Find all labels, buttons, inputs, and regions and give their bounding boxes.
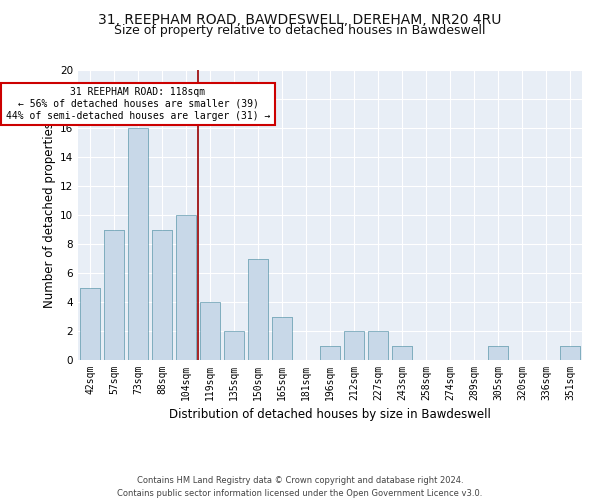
Bar bbox=[392, 346, 412, 360]
Bar bbox=[80, 288, 100, 360]
Bar bbox=[128, 128, 148, 360]
Bar bbox=[320, 346, 340, 360]
Bar bbox=[200, 302, 220, 360]
X-axis label: Distribution of detached houses by size in Bawdeswell: Distribution of detached houses by size … bbox=[169, 408, 491, 422]
Bar bbox=[368, 331, 388, 360]
Bar bbox=[200, 302, 220, 360]
Bar bbox=[560, 346, 580, 360]
Bar bbox=[344, 331, 364, 360]
Bar bbox=[248, 258, 268, 360]
Bar bbox=[152, 230, 172, 360]
Bar bbox=[392, 346, 412, 360]
Bar bbox=[272, 316, 292, 360]
Bar bbox=[272, 316, 292, 360]
Bar bbox=[488, 346, 508, 360]
Bar bbox=[488, 346, 508, 360]
Bar bbox=[344, 331, 364, 360]
Bar bbox=[104, 230, 124, 360]
Y-axis label: Number of detached properties: Number of detached properties bbox=[43, 122, 56, 308]
Bar bbox=[176, 215, 196, 360]
Bar bbox=[368, 331, 388, 360]
Bar bbox=[128, 128, 148, 360]
Bar bbox=[80, 288, 100, 360]
Bar bbox=[176, 215, 196, 360]
Bar bbox=[560, 346, 580, 360]
Bar bbox=[224, 331, 244, 360]
Bar bbox=[104, 230, 124, 360]
Bar bbox=[248, 258, 268, 360]
Text: 31 REEPHAM ROAD: 118sqm
← 56% of detached houses are smaller (39)
44% of semi-de: 31 REEPHAM ROAD: 118sqm ← 56% of detache… bbox=[6, 88, 270, 120]
Bar bbox=[152, 230, 172, 360]
Text: 31, REEPHAM ROAD, BAWDESWELL, DEREHAM, NR20 4RU: 31, REEPHAM ROAD, BAWDESWELL, DEREHAM, N… bbox=[98, 12, 502, 26]
Bar bbox=[320, 346, 340, 360]
Bar bbox=[224, 331, 244, 360]
Text: Size of property relative to detached houses in Bawdeswell: Size of property relative to detached ho… bbox=[114, 24, 486, 37]
Text: Contains HM Land Registry data © Crown copyright and database right 2024.
Contai: Contains HM Land Registry data © Crown c… bbox=[118, 476, 482, 498]
